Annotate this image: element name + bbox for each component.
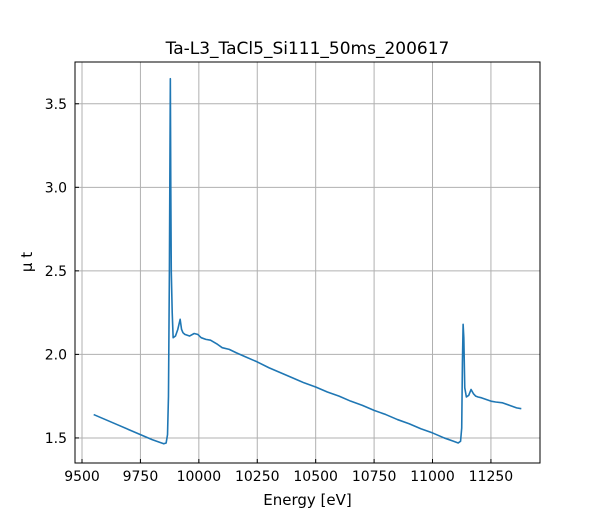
x-tick-label: 10750	[352, 469, 397, 485]
x-tick-label: 11250	[469, 469, 514, 485]
y-axis-label: μ t	[18, 252, 36, 272]
y-tick-label: 3.5	[45, 97, 67, 113]
x-tick-label: 9750	[123, 469, 159, 485]
x-tick-label: 10000	[177, 469, 222, 485]
x-tick-label: 11000	[410, 469, 455, 485]
y-tick-label: 2.5	[45, 264, 67, 280]
grid	[75, 62, 540, 463]
x-tick-label: 10250	[235, 469, 280, 485]
x-axis: 9500 9750 10000 10250 10500 10750 11000 11250	[64, 459, 513, 485]
chart-title: Ta-L3_TaCl5_Si111_50ms_200617	[165, 39, 450, 59]
plot-frame	[74, 61, 541, 464]
x-axis-label: Energy [eV]	[263, 491, 351, 509]
y-tick-label: 1.5	[45, 431, 67, 447]
x-tick-label: 10500	[293, 469, 338, 485]
series-line	[93, 77, 522, 445]
x-tick-label: 9500	[64, 469, 100, 485]
y-axis: 1.5 2.0 2.5 3.0 3.5	[45, 97, 79, 447]
y-tick-label: 3.0	[45, 180, 67, 196]
y-tick-label: 2.0	[45, 347, 67, 363]
